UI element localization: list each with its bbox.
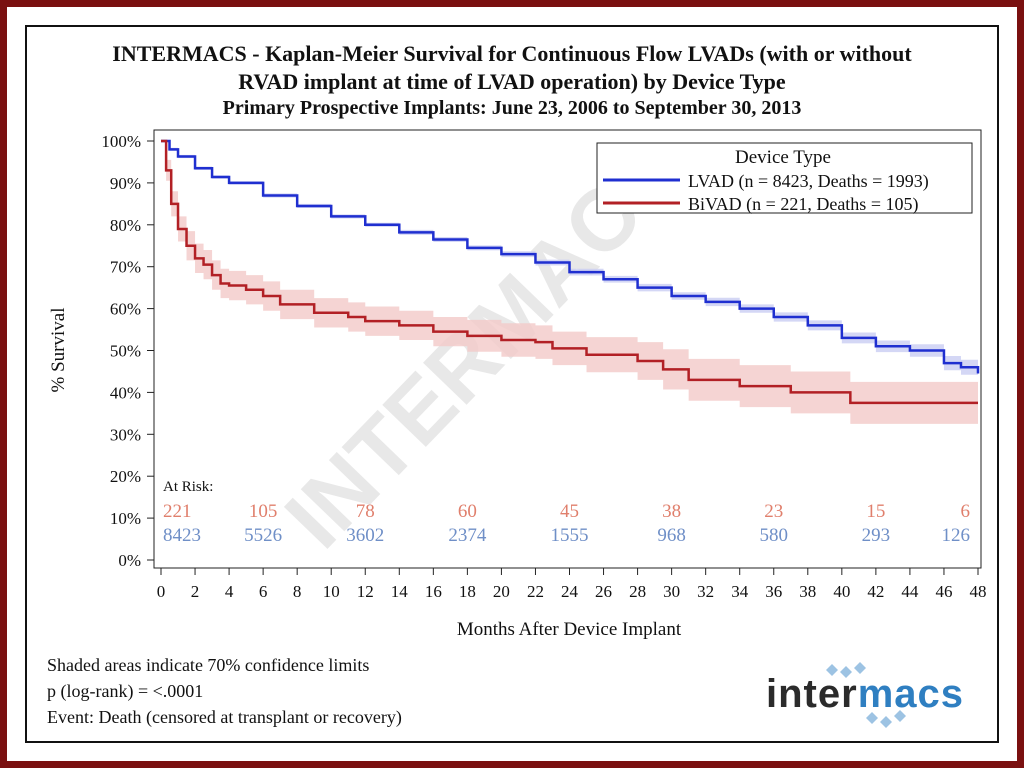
at-risk-lvad-count: 580 xyxy=(760,525,789,546)
x-tick-label: 4 xyxy=(225,582,234,601)
y-tick-label: 90% xyxy=(110,174,141,193)
x-tick-label: 20 xyxy=(493,582,510,601)
at-risk-bivad-count: 78 xyxy=(356,501,375,522)
y-tick-label: 60% xyxy=(110,300,141,319)
x-tick-label: 48 xyxy=(970,582,987,601)
x-tick-label: 14 xyxy=(391,582,409,601)
x-tick-label: 2 xyxy=(191,582,200,601)
at-risk-bivad-count: 6 xyxy=(961,501,971,522)
x-tick-label: 30 xyxy=(663,582,680,601)
x-tick-label: 36 xyxy=(765,582,782,601)
logo-text-macs: macs xyxy=(857,672,964,716)
x-tick-label: 26 xyxy=(595,582,612,601)
at-risk-label: At Risk: xyxy=(163,479,213,495)
at-risk-lvad-count: 8423 xyxy=(163,525,201,546)
x-tick-label: 16 xyxy=(425,582,442,601)
slide-border xyxy=(25,25,999,743)
at-risk-lvad-count: 293 xyxy=(862,525,891,546)
legend-bivad-label: BiVAD (n = 221, Deaths = 105) xyxy=(688,194,918,215)
at-risk-bivad-count: 221 xyxy=(163,501,192,522)
legend-box xyxy=(596,142,973,214)
at-risk-bivad-count: 23 xyxy=(764,501,783,522)
bivad-confidence-band xyxy=(161,141,978,424)
y-tick-label: 20% xyxy=(110,467,141,486)
at-risk-lvad-count: 968 xyxy=(657,525,686,546)
y-tick-label: 30% xyxy=(110,425,141,444)
x-tick-label: 46 xyxy=(935,582,952,601)
y-tick-label: 10% xyxy=(110,509,141,528)
logo-text-inter: inter xyxy=(766,672,858,716)
x-tick-label: 44 xyxy=(901,582,919,601)
y-tick-label: 80% xyxy=(110,216,141,235)
at-risk-lvad-count: 1555 xyxy=(551,525,589,546)
y-tick-label: 40% xyxy=(110,383,141,402)
x-tick-label: 22 xyxy=(527,582,544,601)
x-tick-label: 32 xyxy=(697,582,714,601)
x-tick-label: 38 xyxy=(799,582,816,601)
note-event: Event: Death (censored at transplant or … xyxy=(47,707,402,727)
at-risk-lvad-count: 5526 xyxy=(244,525,282,546)
chart-title-line1: INTERMACS - Kaplan-Meier Survival for Co… xyxy=(112,41,912,66)
legend-title: Device Type xyxy=(735,147,831,168)
at-risk-lvad-count: 3602 xyxy=(346,525,384,546)
at-risk-bivad-count: 105 xyxy=(249,501,278,522)
y-axis-label: % Survival xyxy=(48,308,69,393)
at-risk-lvad-count: 126 xyxy=(942,525,971,546)
x-tick-label: 28 xyxy=(629,582,646,601)
lvad-survival-line xyxy=(161,139,980,374)
plot-area xyxy=(153,129,982,569)
note-confidence: Shaded areas indicate 70% confidence lim… xyxy=(47,655,370,675)
x-tick-label: 34 xyxy=(731,582,749,601)
at-risk-bivad-count: 15 xyxy=(866,501,885,522)
x-tick-label: 42 xyxy=(867,582,884,601)
x-axis-label: Months After Device Implant xyxy=(457,619,682,640)
x-tick-label: 0 xyxy=(157,582,166,601)
note-logrank: p (log-rank) = <.0001 xyxy=(47,681,204,701)
bivad-survival-line xyxy=(161,139,978,405)
at-risk-lvad-count: 2374 xyxy=(448,525,487,546)
y-tick-label: 0% xyxy=(118,551,141,570)
x-tick-label: 18 xyxy=(459,582,476,601)
at-risk-bivad-count: 45 xyxy=(560,501,579,522)
x-tick-label: 8 xyxy=(293,582,302,601)
legend: Device Type LVAD (n = 8423, Deaths = 199… xyxy=(596,142,973,215)
chart-title-line2: RVAD implant at time of LVAD operation) … xyxy=(238,69,786,94)
x-tick-label: 10 xyxy=(323,582,340,601)
y-tick-label: 50% xyxy=(110,342,141,361)
x-tick-label: 12 xyxy=(357,582,374,601)
at-risk-bivad-count: 60 xyxy=(458,501,477,522)
x-tick-label: 24 xyxy=(561,582,579,601)
legend-lvad-label: LVAD (n = 8423, Deaths = 1993) xyxy=(688,171,929,192)
y-tick-label: 70% xyxy=(110,258,141,277)
footnotes: Shaded areas indicate 70% confidence lim… xyxy=(47,652,402,730)
intermacs-logo: intermacs xyxy=(766,662,996,732)
logo-chevrons-icon xyxy=(826,662,906,728)
x-tick-label: 6 xyxy=(259,582,268,601)
chart-subtitle: Primary Prospective Implants: June 23, 2… xyxy=(222,97,802,119)
x-tick-label: 40 xyxy=(833,582,850,601)
at-risk-bivad-count: 38 xyxy=(662,501,681,522)
y-tick-label: 100% xyxy=(101,132,141,151)
